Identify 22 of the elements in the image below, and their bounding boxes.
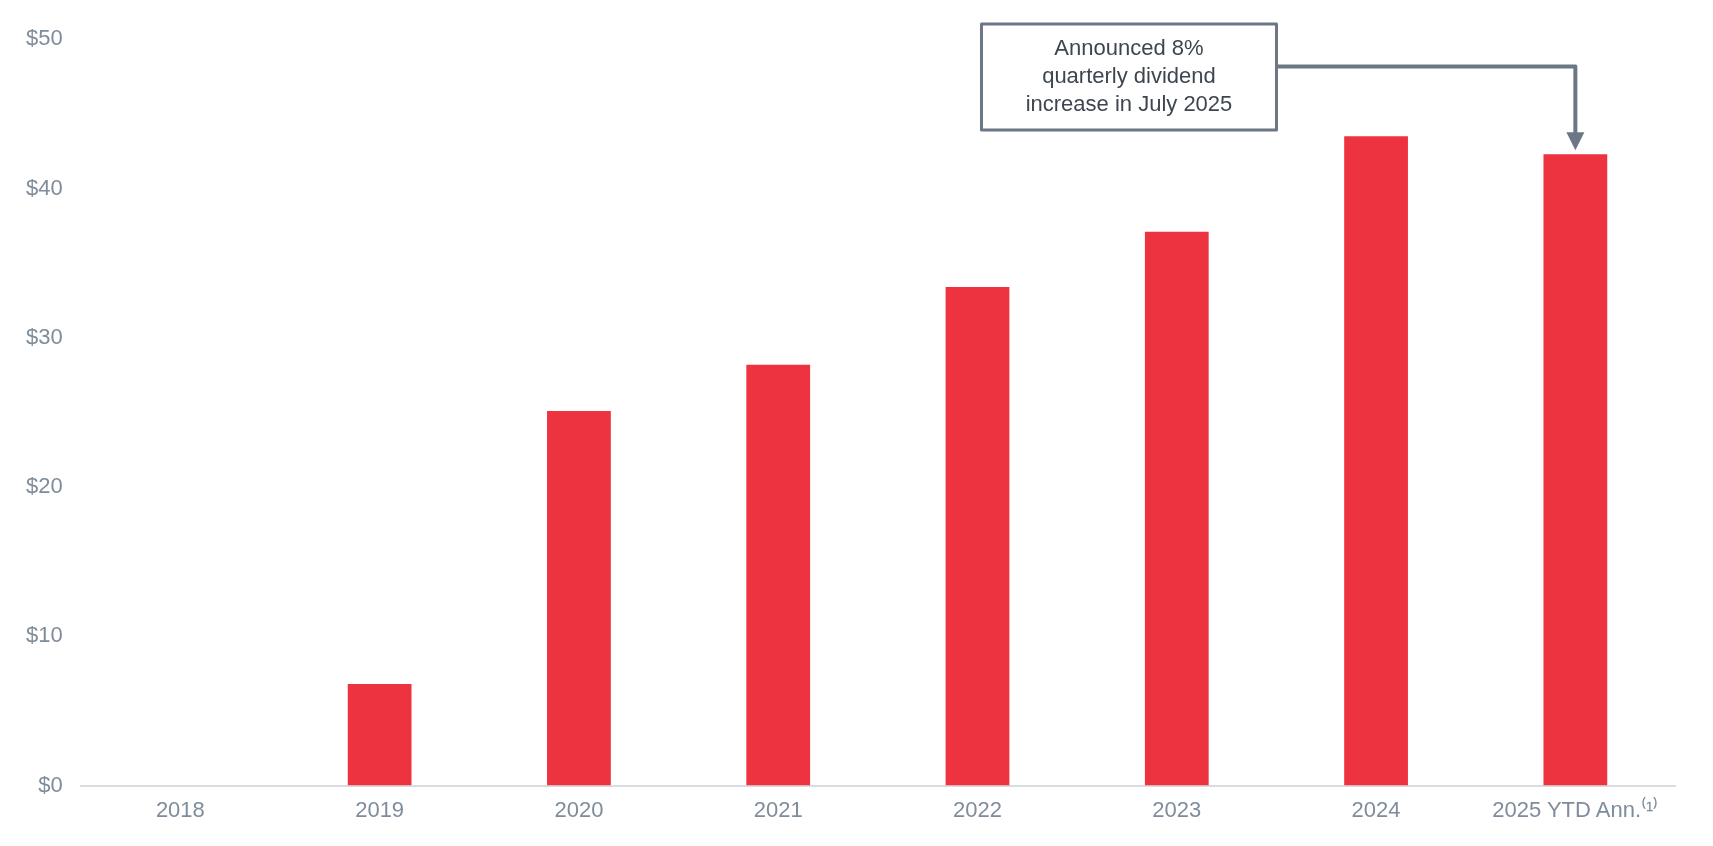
y-tick-label: $30 (25, 323, 63, 349)
x-tick-label: 2020 (554, 796, 604, 822)
bar (945, 287, 1010, 786)
x-tick-label: 2019 (355, 796, 405, 822)
bar (547, 410, 611, 786)
x-tick-label: 2023 (1152, 796, 1202, 822)
bar (1344, 136, 1408, 786)
y-tick-label: $50 (25, 25, 63, 51)
x-tick-label: 2025 YTD Ann.⁽¹⁾ (1492, 796, 1659, 822)
bar (1543, 154, 1608, 786)
x-tick-label: 2021 (753, 796, 803, 822)
annotation: Announced 8% quarterly dividend increase in July 2025 (1025, 35, 1233, 117)
y-tick-label: $20 (25, 473, 63, 499)
y-tick-label: $40 (25, 174, 63, 200)
x-tick-label: 2022 (953, 796, 1002, 822)
x-tick-label: 2018 (155, 796, 205, 822)
bar (347, 684, 412, 786)
bar (746, 364, 811, 786)
bar (1144, 231, 1209, 786)
y-tick-label: $10 (25, 622, 63, 648)
y-tick-label: $0 (38, 771, 63, 797)
x-tick-label: 2024 (1351, 796, 1401, 822)
